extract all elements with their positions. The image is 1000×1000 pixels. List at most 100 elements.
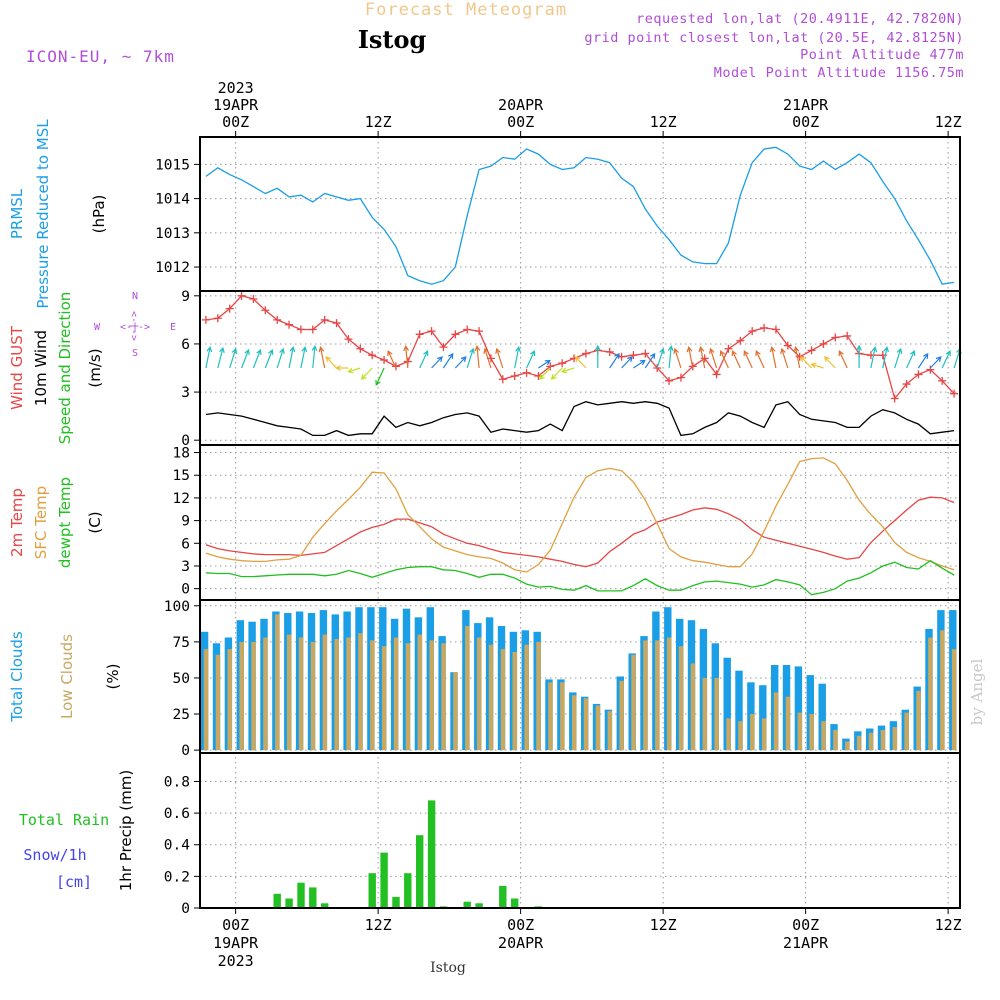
time-label-bottom: 21APR xyxy=(783,934,829,952)
gust-marker xyxy=(629,351,638,360)
rain-bar xyxy=(321,903,329,908)
point-altitude: Point Altitude 477m xyxy=(800,47,964,63)
wind-arrow xyxy=(823,356,836,369)
time-label-top: 00Z xyxy=(222,113,249,131)
time-label-bottom: 12Z xyxy=(935,916,962,934)
panel-pressure: 1012 1013 1014 1015 PRMSL Pressure Reduced to… xyxy=(8,119,961,309)
gust-marker xyxy=(320,315,329,324)
gust-marker xyxy=(285,320,294,329)
wind-arrow xyxy=(656,347,665,369)
gust-marker xyxy=(356,344,365,353)
panel-label: Speed and Direction xyxy=(56,292,74,445)
low-cloud-bar xyxy=(322,634,328,751)
low-cloud-bar xyxy=(643,640,648,751)
wind-arrow xyxy=(442,352,454,369)
low-cloud-bar xyxy=(868,732,874,751)
wind-arrow xyxy=(375,367,385,387)
gust-marker xyxy=(700,354,709,363)
gust-marker xyxy=(926,365,935,374)
low-cloud-bar xyxy=(880,729,886,751)
y-tick-label: 25 xyxy=(173,707,190,723)
rain-bar xyxy=(463,901,471,908)
wind-arrow xyxy=(431,356,443,369)
wind-arrow xyxy=(686,346,694,369)
low-cloud-bar xyxy=(275,614,280,751)
panel-label: (m/s) xyxy=(86,348,104,387)
wind-arrow xyxy=(241,348,250,369)
total-cloud-bar xyxy=(794,666,803,751)
series-line xyxy=(205,457,955,573)
y-tick-label: 1015 xyxy=(155,157,190,173)
wind-arrow xyxy=(755,349,765,369)
low-cloud-bar xyxy=(370,640,375,751)
gust-marker xyxy=(783,341,792,350)
gust-marker xyxy=(368,351,377,360)
time-label-top: 12Z xyxy=(650,113,677,131)
wind-arrow xyxy=(403,345,409,369)
time-label-bottom: 20APR xyxy=(498,934,544,952)
gust-marker xyxy=(712,370,721,379)
wind-arrow xyxy=(526,349,536,369)
gust-marker xyxy=(451,330,460,339)
low-cloud-bar xyxy=(761,718,767,751)
y-tick-label: 1012 xyxy=(155,260,190,276)
precip-side-label: Snow/1h xyxy=(23,846,86,864)
low-cloud-bar xyxy=(417,634,423,751)
gust-marker xyxy=(415,330,424,339)
wind-arrow xyxy=(318,346,326,369)
low-cloud-bar xyxy=(441,643,446,751)
panel-label: PRMSL xyxy=(8,188,26,239)
wind-arrow xyxy=(644,352,656,369)
wind-arrow xyxy=(621,356,633,369)
series-line xyxy=(205,559,955,596)
y-tick-label: 15 xyxy=(173,468,190,484)
panel-label: (hPa) xyxy=(90,195,108,234)
time-label-top: 00Z xyxy=(507,113,534,131)
gust-marker xyxy=(819,339,828,348)
low-cloud-bar xyxy=(619,680,624,751)
low-cloud-bar xyxy=(286,634,292,751)
wind-arrow xyxy=(633,359,646,369)
wind-arrow xyxy=(483,347,492,369)
low-cloud-bar xyxy=(940,630,945,751)
wind-arrow xyxy=(882,346,889,369)
y-tick-label: 1013 xyxy=(155,226,190,242)
gust-marker xyxy=(546,362,555,371)
wind-arrow xyxy=(419,349,429,369)
wind-arrow xyxy=(538,367,551,380)
low-cloud-bar xyxy=(607,711,613,751)
gust-marker xyxy=(760,323,769,332)
rain-bar xyxy=(475,903,483,908)
time-label-top: 00Z xyxy=(792,113,819,131)
time-label-bottom: 00Z xyxy=(222,916,249,934)
gust-marker xyxy=(748,327,757,336)
wind-arrow xyxy=(667,345,674,369)
compass-rose: N S W E <-|-><-|-> xyxy=(94,291,176,359)
wind-arrow xyxy=(550,367,563,380)
rain-bar xyxy=(416,835,424,908)
low-cloud-bar xyxy=(476,637,482,751)
y-tick-label: 0.8 xyxy=(164,774,190,790)
y-tick-label: 50 xyxy=(173,671,190,687)
wind-arrow xyxy=(719,349,729,369)
y-tick-label: 0 xyxy=(181,901,190,917)
time-label-bottom: 12Z xyxy=(365,916,392,934)
wind-arrow xyxy=(894,347,903,369)
panel-precip: 0 0.2 0.4 0.6 0.8 1hr Precip (mm) Total Rain Sn… xyxy=(19,752,961,917)
low-cloud-bar xyxy=(358,633,363,751)
wind-arrow xyxy=(387,349,397,369)
y-tick-label: 75 xyxy=(173,635,190,651)
low-cloud-bar xyxy=(215,654,221,751)
time-label-top: 20APR xyxy=(498,96,544,114)
wind-arrow xyxy=(311,345,318,369)
low-cloud-bar xyxy=(203,649,209,751)
wind-arrow xyxy=(731,349,741,369)
wind-arrow xyxy=(229,347,238,369)
low-cloud-bar xyxy=(631,654,636,751)
low-cloud-bar xyxy=(892,727,898,751)
panel-label: 2m Temp xyxy=(8,488,26,557)
gust-marker xyxy=(391,362,400,371)
series-line xyxy=(205,400,955,437)
compass-n: N xyxy=(132,291,138,302)
series-line xyxy=(205,496,955,568)
